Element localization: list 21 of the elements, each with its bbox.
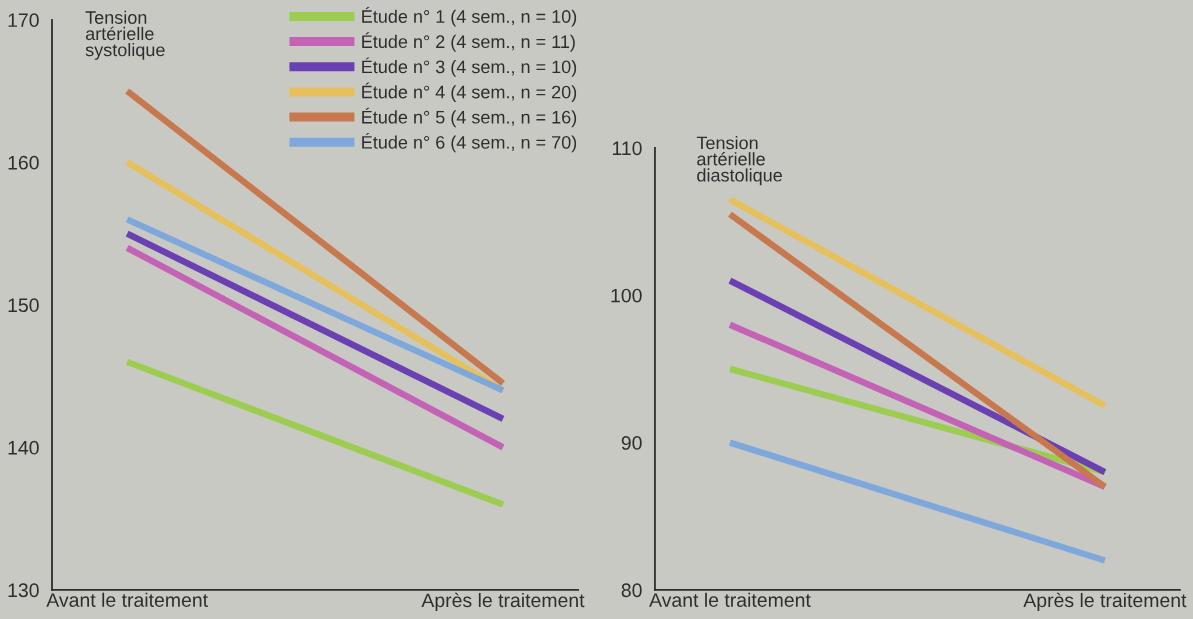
- y-tick-label: 90: [621, 436, 642, 450]
- y-tick-label: 150: [8, 298, 39, 313]
- y-tick-label: 110: [612, 141, 642, 156]
- legend-label: Étude n° 4 (4 sem., n = 20): [362, 82, 577, 102]
- y-tick-label: 140: [8, 440, 39, 455]
- legend-label: Étude n° 1 (4 sem., n = 10): [362, 7, 577, 27]
- legend-label: Étude n° 3 (4 sem., n = 10): [362, 57, 577, 77]
- x-tick-label: Après le traitement: [421, 592, 585, 612]
- y-tick-label: 100: [611, 288, 642, 303]
- x-tick-label: Avant le traitement: [46, 592, 208, 607]
- x-tick-label: Avant le traitement: [649, 592, 811, 607]
- legend-label: Étude n° 2 (4 sem., n = 11): [362, 32, 575, 52]
- y-axis-title: Tension artérielle diastolique: [696, 136, 782, 186]
- legend-label: Étude n° 6 (4 sem., n = 70): [362, 132, 577, 153]
- y-tick-label: 80: [621, 583, 642, 598]
- x-tick-label: Après le traitement: [1023, 592, 1187, 612]
- y-tick-label: 130: [8, 583, 39, 598]
- y-tick-label: 160: [8, 155, 39, 170]
- legend-label: Étude n° 5 (4 sem., n = 16): [362, 107, 577, 128]
- y-tick-label: 170: [8, 13, 39, 28]
- y-axis-title: Tension artérielle systolique: [85, 10, 165, 60]
